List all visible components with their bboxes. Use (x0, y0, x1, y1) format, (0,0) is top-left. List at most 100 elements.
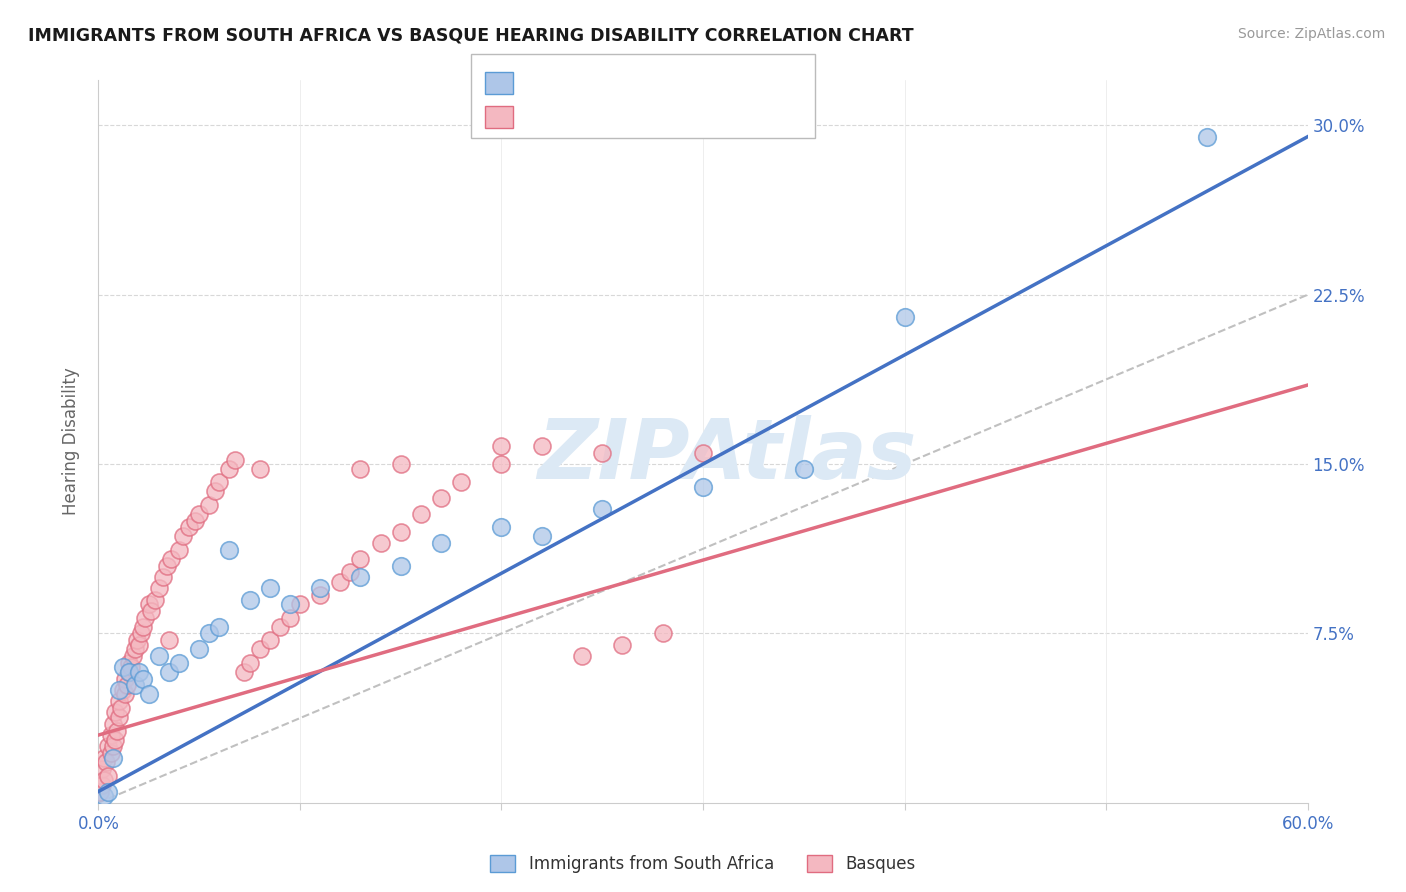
Point (100, 746, 122, 760)
Point (138, 597, 160, 611)
Point (349, 461, 371, 475)
Point (111, 660, 134, 674)
Point (239, 656, 262, 670)
Point (430, 536, 453, 550)
Point (91, 778, 114, 792)
Point (612, 638, 634, 652)
Text: IMMIGRANTS FROM SOUTH AFRICA VS BASQUE HEARING DISABILITY CORRELATION CHART: IMMIGRANTS FROM SOUTH AFRICA VS BASQUE H… (28, 27, 914, 45)
Point (124, 642, 146, 657)
Y-axis label: Hearing Disability: Hearing Disability (62, 368, 80, 516)
Point (389, 457, 412, 471)
Point (125, 633, 148, 648)
Point (309, 582, 332, 596)
Point (91, 762, 114, 776)
Point (651, 626, 673, 640)
Point (103, 706, 125, 720)
Point (93, 773, 115, 788)
Point (156, 558, 179, 573)
Point (160, 552, 183, 566)
Point (188, 642, 211, 657)
Point (143, 592, 166, 607)
Point (167, 542, 190, 557)
Point (184, 514, 207, 528)
Point (389, 558, 412, 573)
Text: ZIPAtlas: ZIPAtlas (537, 416, 917, 497)
Point (111, 682, 134, 697)
Point (450, 475, 472, 490)
Point (100, 728, 122, 742)
Point (329, 574, 352, 589)
Point (118, 656, 141, 670)
Point (692, 480, 714, 494)
Point (107, 710, 129, 724)
Point (370, 536, 392, 550)
Point (124, 678, 146, 692)
Point (349, 552, 371, 566)
Point (167, 656, 190, 670)
Point (121, 648, 143, 663)
Point (530, 529, 553, 543)
Point (172, 529, 194, 543)
Point (591, 502, 613, 516)
Point (101, 716, 124, 731)
Point (132, 620, 155, 634)
Text: Source: ZipAtlas.com: Source: ZipAtlas.com (1237, 27, 1385, 41)
Point (208, 475, 231, 490)
Point (389, 524, 412, 539)
Text: R = 0.889   N = 31: R = 0.889 N = 31 (524, 74, 682, 92)
Text: R = 0.534   N = 77: R = 0.534 N = 77 (524, 108, 682, 126)
Point (93, 750, 115, 764)
Point (349, 570, 371, 584)
Point (179, 520, 201, 534)
Point (128, 665, 150, 679)
Point (204, 484, 226, 499)
Point (288, 597, 311, 611)
Point (101, 750, 124, 764)
Point (148, 648, 170, 663)
Point (128, 638, 150, 652)
Point (198, 626, 221, 640)
Point (309, 588, 332, 602)
Point (114, 687, 136, 701)
Point (89, 784, 111, 798)
Point (134, 610, 156, 624)
Point (97, 769, 120, 783)
Point (152, 570, 174, 584)
Point (115, 678, 138, 692)
Point (249, 461, 271, 475)
Point (103, 732, 125, 747)
Point (893, 310, 915, 325)
Point (491, 457, 513, 471)
Point (120, 660, 142, 674)
Point (105, 723, 128, 738)
Point (157, 665, 180, 679)
Point (101, 739, 124, 754)
Point (97, 739, 120, 754)
Point (491, 439, 513, 453)
Point (269, 620, 291, 634)
Point (232, 665, 254, 679)
Point (107, 682, 129, 697)
Point (198, 498, 221, 512)
Point (224, 452, 246, 467)
Point (692, 446, 714, 460)
Point (129, 626, 152, 640)
Point (218, 461, 240, 475)
Point (114, 672, 136, 686)
Point (118, 665, 141, 679)
Point (278, 597, 301, 611)
Point (409, 507, 432, 521)
Point (249, 642, 271, 657)
Point (96, 755, 118, 769)
Point (139, 604, 162, 618)
Point (239, 592, 262, 607)
Point (1195, 129, 1218, 144)
Point (591, 446, 613, 460)
Legend: Immigrants from South Africa, Basques: Immigrants from South Africa, Basques (482, 847, 924, 881)
Point (278, 610, 301, 624)
Point (110, 701, 132, 715)
Point (157, 633, 180, 648)
Point (491, 520, 513, 534)
Point (259, 582, 281, 596)
Point (107, 694, 129, 708)
